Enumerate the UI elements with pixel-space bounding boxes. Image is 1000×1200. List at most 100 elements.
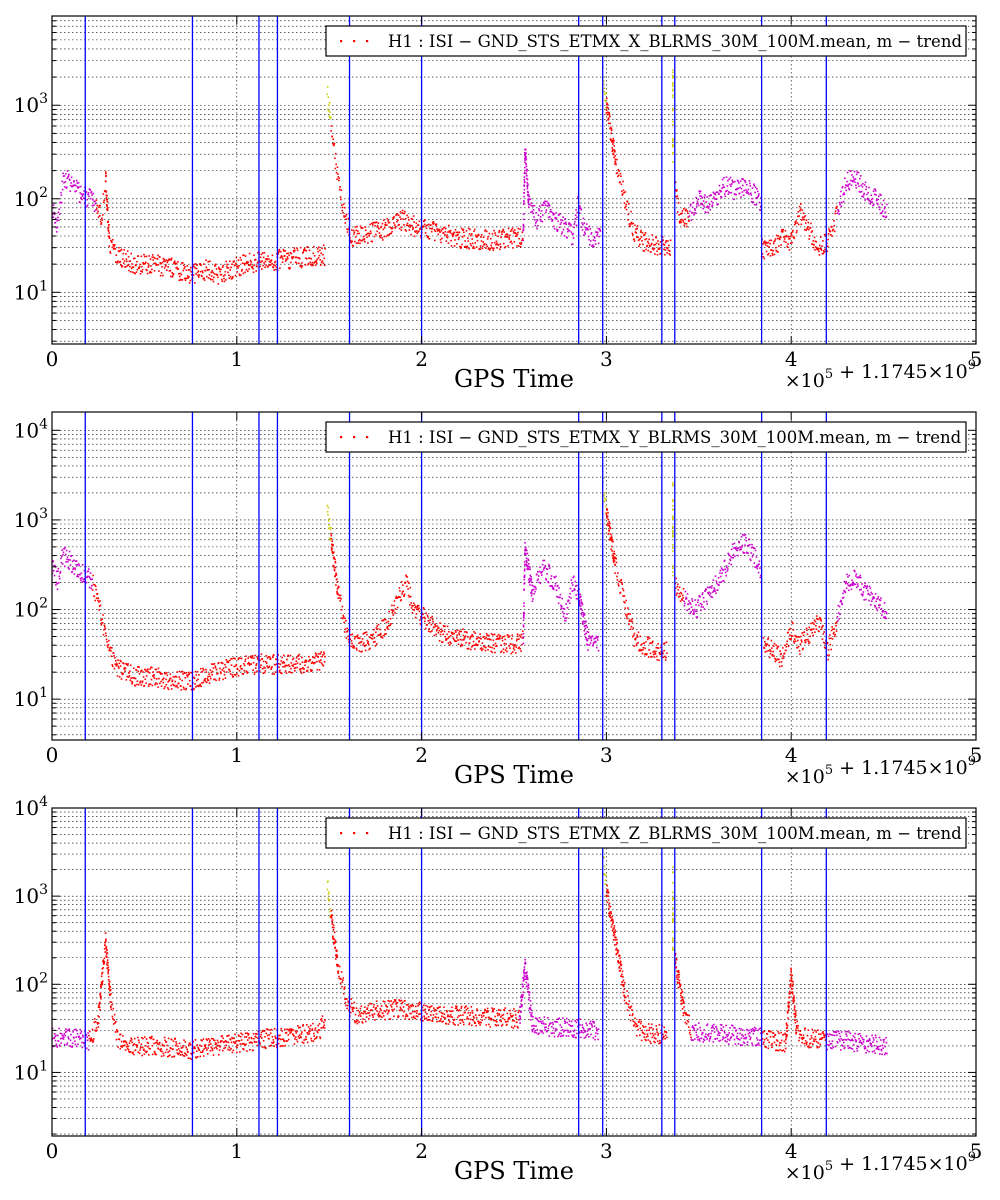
data-point: [510, 652, 513, 655]
data-point: [296, 666, 298, 669]
data-point: [530, 211, 532, 214]
data-point: [420, 616, 422, 618]
data-point: [641, 231, 644, 234]
data-point: [174, 1044, 177, 1047]
data-point: [722, 580, 724, 582]
data-point: [781, 665, 783, 667]
data-point: [113, 247, 116, 250]
data-point: [253, 673, 256, 675]
data-point: [526, 185, 529, 187]
data-point: [702, 200, 705, 202]
data-point: [522, 229, 525, 231]
data-point: [764, 244, 767, 246]
data-point: [609, 138, 612, 140]
data-point: [364, 631, 366, 634]
data-point: [759, 205, 762, 208]
data-point: [678, 214, 680, 216]
data-point: [155, 1041, 157, 1044]
data-point: [591, 635, 594, 637]
data-point: [235, 665, 237, 667]
data-point: [698, 190, 701, 192]
data-point: [238, 264, 240, 267]
data-point: [757, 571, 760, 574]
data-point: [178, 1042, 181, 1045]
data-point: [613, 560, 616, 562]
data-point: [643, 250, 646, 252]
data-point: [617, 168, 620, 171]
data-point: [255, 1036, 257, 1039]
data-point: [161, 261, 164, 264]
data-point: [216, 1039, 219, 1042]
data-point: [851, 582, 854, 585]
data-point: [663, 244, 666, 246]
data-point: [235, 1040, 237, 1043]
data-point: [434, 623, 437, 625]
data-point: [522, 626, 525, 628]
data-point: [831, 235, 833, 237]
data-point: [334, 157, 336, 160]
data-point: [242, 673, 245, 675]
data-point: [635, 232, 638, 234]
data-point: [746, 545, 749, 547]
data-point: [545, 568, 548, 570]
data-point: [120, 678, 123, 680]
data-point: [527, 206, 530, 208]
data-point: [523, 176, 526, 178]
data-point: [586, 626, 588, 629]
data-point: [266, 657, 269, 659]
data-point: [578, 604, 581, 607]
data-point: [182, 262, 184, 264]
data-point: [221, 266, 224, 269]
data-point: [870, 591, 873, 594]
data-point: [347, 217, 350, 220]
data-point: [319, 249, 321, 252]
data-point: [489, 638, 491, 641]
data-point: [199, 683, 202, 686]
data-point: [81, 1041, 83, 1044]
data-point: [183, 688, 185, 690]
data-point: [151, 1035, 153, 1038]
data-point: [840, 599, 842, 602]
data-point: [446, 236, 449, 239]
data-point: [232, 1041, 235, 1043]
data-point: [872, 596, 875, 598]
data-point: [103, 624, 106, 627]
data-point: [426, 224, 429, 226]
data-point: [744, 179, 746, 182]
data-point: [741, 191, 744, 193]
data-point: [335, 163, 337, 166]
data-point: [436, 625, 439, 627]
data-point: [721, 178, 724, 181]
data-point: [219, 270, 221, 273]
data-point: [480, 647, 483, 649]
data-point: [202, 681, 205, 684]
data-point: [441, 237, 443, 240]
data-point: [79, 192, 82, 194]
data-point: [568, 596, 571, 598]
data-point: [605, 97, 608, 100]
data-point: [863, 184, 866, 186]
data-point: [738, 540, 740, 543]
legend-label: H1 : ISI − GND_STS_ETMX_Y_BLRMS_30M_100M…: [388, 428, 962, 447]
data-point: [748, 193, 750, 196]
data-point: [542, 214, 544, 216]
data-point: [104, 941, 107, 944]
data-point: [527, 183, 529, 185]
data-point: [632, 222, 635, 225]
data-point: [118, 246, 120, 249]
data-point: [611, 550, 613, 552]
data-point: [171, 275, 174, 278]
data-point: [342, 212, 344, 214]
data-point: [605, 92, 607, 95]
data-point: [594, 640, 596, 643]
data-point: [859, 191, 862, 193]
data-point: [218, 679, 220, 681]
data-point: [765, 644, 768, 646]
y-tick-label: 101: [14, 278, 48, 304]
data-point: [60, 191, 62, 194]
data-point: [720, 190, 723, 193]
data-point: [739, 180, 742, 183]
data-point: [556, 229, 559, 231]
data-point: [248, 662, 250, 665]
